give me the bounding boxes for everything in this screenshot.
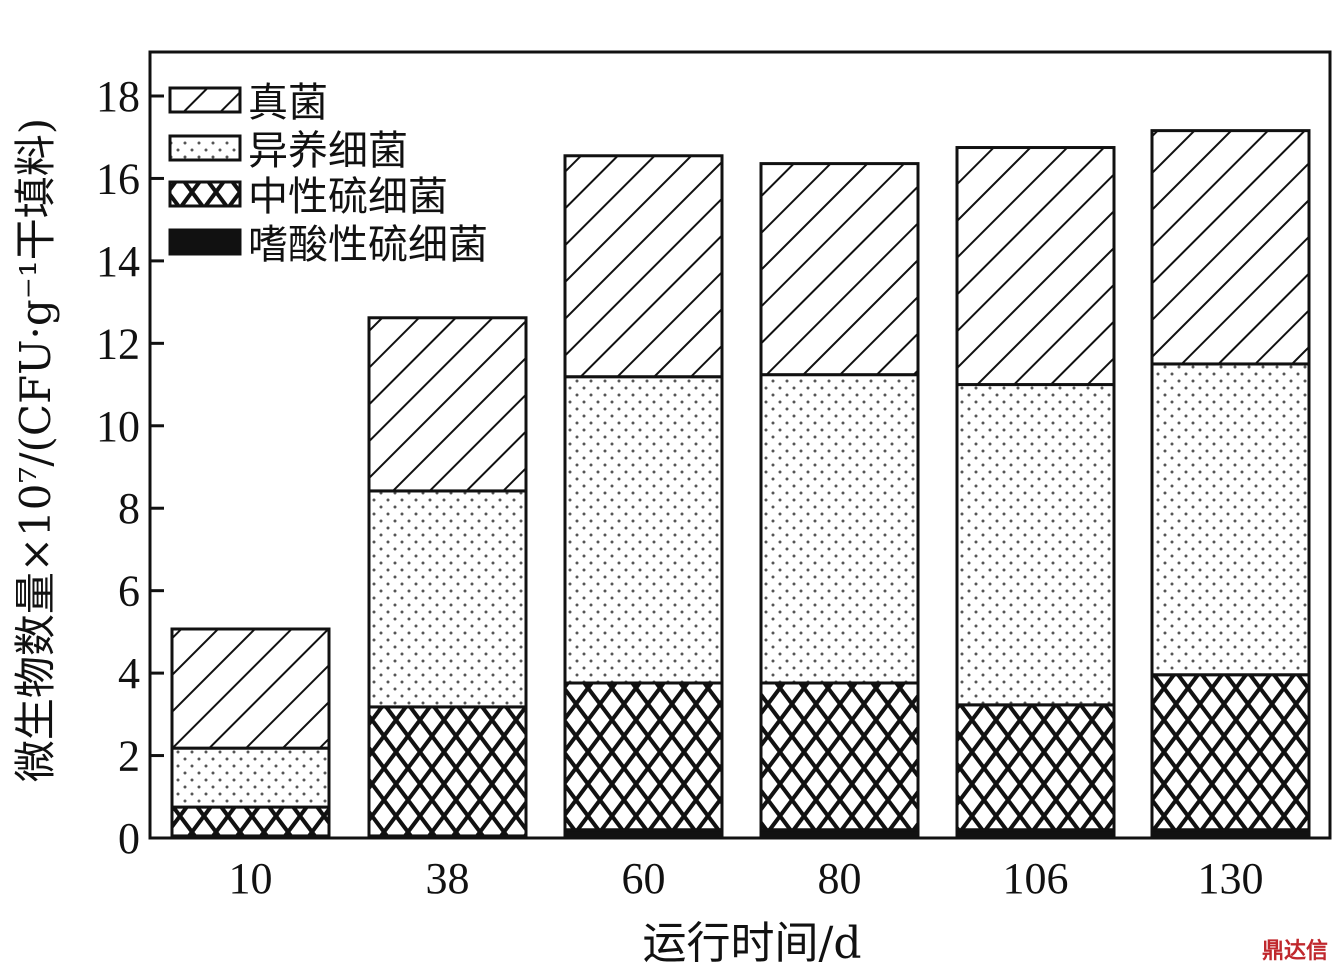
legend-label: 异养细菌 (248, 128, 408, 174)
y-tick-label: 6 (118, 567, 140, 616)
x-tick-label: 60 (622, 854, 666, 903)
y-tick-label: 10 (96, 402, 140, 451)
legend-label: 嗜酸性硫细菌 (248, 222, 488, 268)
y-tick-label: 8 (118, 484, 140, 533)
legend-swatch (168, 180, 242, 208)
y-tick-label: 0 (118, 814, 140, 863)
bar-segment (367, 705, 528, 838)
x-tick-label: 130 (1198, 854, 1264, 903)
y-tick-label: 16 (96, 154, 140, 203)
bar-segment (955, 383, 1116, 707)
y-axis-label: 微生物数量×10⁷/(CFU·g⁻¹干填料) (11, 118, 60, 782)
bar-segment (1150, 362, 1311, 677)
watermark-logo: 鼎达信 (1261, 939, 1328, 964)
bar-segment (367, 316, 528, 493)
bar-segment (955, 703, 1116, 832)
bar-segment (563, 154, 724, 379)
legend-label: 真菌 (248, 80, 328, 126)
x-axis-label: 运行时间/d (643, 918, 862, 969)
legend-swatch (168, 86, 242, 114)
bar-segment (563, 375, 724, 685)
legend-swatch (168, 228, 242, 256)
bar-segment (170, 805, 331, 838)
y-tick-label: 2 (118, 732, 140, 781)
bar-segment (759, 373, 920, 685)
bar-segment (563, 681, 724, 832)
bar-segment (367, 489, 528, 709)
bar-segment (1150, 673, 1311, 832)
bar-segment (170, 746, 331, 809)
bar-segment (1150, 129, 1311, 366)
x-tick-label: 106 (1003, 854, 1069, 903)
x-tick-label: 80 (818, 854, 862, 903)
bar-segment (170, 627, 331, 750)
bar-segment (759, 162, 920, 377)
y-tick-label: 14 (96, 237, 140, 286)
y-tick-label: 12 (96, 319, 140, 368)
plot-frame (148, 50, 1332, 840)
x-axis: 10 38 60 80 106 130 (229, 854, 1264, 903)
y-tick-label: 18 (96, 72, 140, 121)
x-tick-label: 38 (426, 854, 470, 903)
y-tick-label: 4 (118, 649, 140, 698)
legend-swatch (168, 134, 242, 162)
bar-segment (759, 681, 920, 832)
bars (170, 129, 1311, 840)
legend-label: 中性硫细菌 (248, 174, 448, 220)
bar-segment (955, 146, 1116, 387)
x-tick-label: 10 (229, 854, 273, 903)
y-axis: 0 2 4 6 8 10 12 14 16 18 (96, 72, 164, 863)
